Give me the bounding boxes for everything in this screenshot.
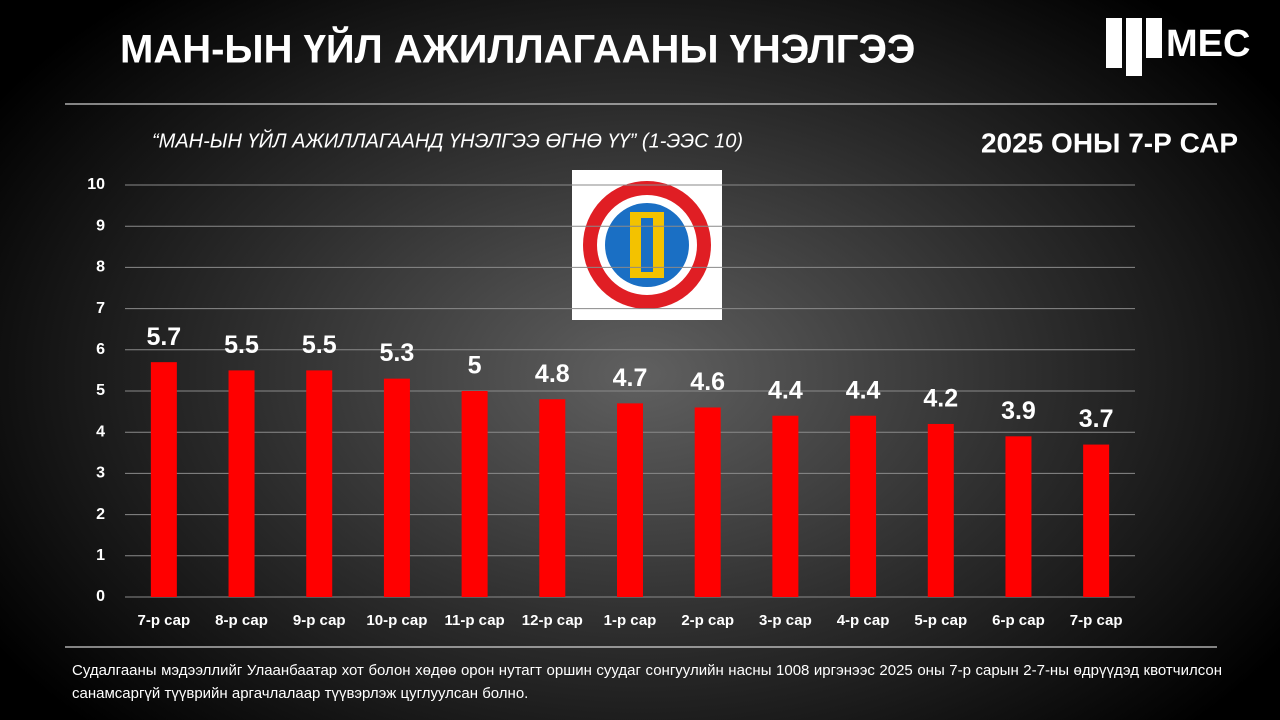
- x-tick-label: 10-р сар: [366, 612, 427, 629]
- x-tick-label: 12-р сар: [522, 612, 583, 629]
- bar: [383, 378, 410, 597]
- x-tick-label: 1-р сар: [604, 612, 657, 629]
- y-tick-label: 9: [96, 217, 105, 234]
- data-label: 4.2: [923, 385, 958, 413]
- y-tick-label: 1: [96, 547, 105, 564]
- x-tick-label: 9-р сар: [293, 612, 346, 629]
- y-tick-label: 10: [87, 176, 105, 193]
- data-label: 5.5: [224, 331, 259, 359]
- bar: [1083, 444, 1110, 597]
- bar: [306, 370, 333, 597]
- data-label: 5.7: [146, 323, 181, 351]
- data-label: 5.5: [302, 331, 337, 359]
- period: 2025 ОНЫ 7-Р САР: [981, 127, 1238, 158]
- data-label: 4.6: [690, 368, 725, 396]
- data-label: 5: [468, 352, 482, 380]
- bar: [850, 415, 877, 597]
- x-tick-label: 7-р сар: [137, 612, 190, 629]
- bar: [539, 399, 566, 597]
- x-tick-label: 2-р сар: [681, 612, 734, 629]
- y-tick-label: 3: [96, 465, 105, 482]
- x-tick-label: 11-р сар: [445, 612, 505, 629]
- data-label: 4.8: [535, 360, 570, 388]
- emblem: [572, 170, 722, 320]
- y-tick-label: 6: [96, 341, 105, 358]
- bar: [1005, 436, 1032, 597]
- logo-text: MEC: [1166, 23, 1250, 65]
- y-tick-label: 8: [96, 259, 105, 276]
- x-tick-label: 3-р сар: [759, 612, 812, 629]
- bar: [694, 407, 721, 597]
- y-tick-label: 4: [96, 423, 105, 440]
- x-tick-label: 6-р сар: [992, 612, 1045, 629]
- bar: [150, 362, 177, 597]
- chart-title: МАН-ЫН ҮЙЛ АЖИЛЛАГААНЫ ҮНЭЛГЭЭ: [120, 26, 915, 72]
- bar: [772, 415, 799, 597]
- chart-subtitle: “МАН-ЫН ҮЙЛ АЖИЛЛАГААНД ҮНЭЛГЭЭ ӨГНӨ ҮҮ”…: [152, 129, 743, 152]
- data-label: 3.9: [1001, 397, 1036, 425]
- data-label: 5.3: [380, 339, 415, 367]
- data-label: 4.4: [768, 376, 803, 404]
- logo: MEC: [1106, 18, 1250, 76]
- data-label: 4.7: [613, 364, 648, 392]
- x-tick-label: 4-р сар: [837, 612, 890, 629]
- y-tick-label: 2: [96, 506, 105, 523]
- footnote: Судалгааны мэдээллийг Улаанбаатар хот бо…: [72, 662, 1222, 702]
- data-label: 3.7: [1079, 405, 1114, 433]
- y-tick-label: 7: [96, 300, 105, 317]
- y-tick-label: 5: [96, 382, 105, 399]
- bar: [461, 391, 488, 597]
- y-tick-label: 0: [96, 588, 105, 605]
- bar: [228, 370, 255, 597]
- x-tick-label: 7-р сар: [1070, 612, 1123, 629]
- bar: [927, 423, 954, 597]
- x-tick-label: 5-р сар: [914, 612, 967, 629]
- x-tick-label: 8-р сар: [215, 612, 268, 629]
- data-label: 4.4: [846, 376, 881, 404]
- bar: [617, 403, 643, 597]
